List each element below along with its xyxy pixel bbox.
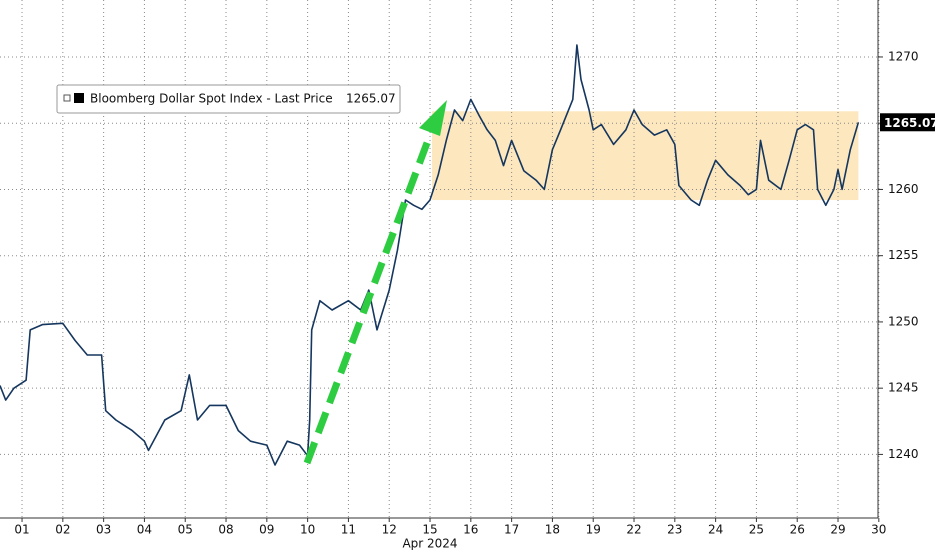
x-tick-label: 12 bbox=[382, 523, 397, 537]
y-tick-label: 1245 bbox=[888, 381, 919, 395]
x-tick-label: 01 bbox=[14, 523, 29, 537]
x-tick-label: 15 bbox=[422, 523, 437, 537]
x-tick-label: 10 bbox=[300, 523, 315, 537]
last-price-label: 1265.07 bbox=[884, 116, 935, 130]
x-tick-label: 16 bbox=[463, 523, 478, 537]
arrow-annotation bbox=[303, 100, 447, 465]
x-tick-label: 25 bbox=[749, 523, 764, 537]
x-tick-label: 17 bbox=[504, 523, 519, 537]
x-tick-label: 04 bbox=[137, 523, 152, 537]
x-tick-label: 30 bbox=[871, 523, 886, 537]
x-tick-label: 08 bbox=[218, 523, 233, 537]
x-tick-label: 02 bbox=[55, 523, 70, 537]
y-tick-label: 1270 bbox=[888, 49, 919, 63]
legend-label: Bloomberg Dollar Spot Index - Last Price bbox=[90, 92, 333, 106]
last-price-tag bbox=[880, 113, 935, 132]
band-layer bbox=[432, 111, 859, 201]
price-line bbox=[0, 44, 860, 466]
x-tick-label: 03 bbox=[96, 523, 111, 537]
legend-expander bbox=[63, 94, 71, 102]
x-tick-label: 24 bbox=[708, 523, 723, 537]
y-tick-label: 1255 bbox=[888, 248, 919, 262]
x-tick-label: 29 bbox=[830, 523, 845, 537]
range-band bbox=[432, 111, 859, 201]
x-tick-label: 09 bbox=[259, 523, 274, 537]
x-tick-label: 22 bbox=[626, 523, 641, 537]
arrow-shaft bbox=[303, 133, 434, 465]
arrow-head bbox=[419, 100, 447, 136]
legend-swatch bbox=[74, 93, 84, 103]
y-tick-label: 1240 bbox=[888, 447, 919, 461]
y-tick-label: 1250 bbox=[888, 314, 919, 328]
line-layer bbox=[0, 44, 860, 466]
x-group-label: Apr 2024 bbox=[402, 537, 457, 551]
x-tick-label: 19 bbox=[586, 523, 601, 537]
legend-box bbox=[56, 84, 401, 114]
y-tick-label: 1260 bbox=[888, 182, 919, 196]
x-tick-label: 23 bbox=[667, 523, 682, 537]
x-tick-label: 05 bbox=[178, 523, 193, 537]
legend-value: 1265.07 bbox=[346, 92, 396, 106]
x-tick-label: 26 bbox=[790, 523, 805, 537]
x-tick-label: 18 bbox=[545, 523, 560, 537]
x-tick-label: 11 bbox=[341, 523, 356, 537]
legend: Bloomberg Dollar Spot Index - Last Price… bbox=[56, 84, 401, 114]
